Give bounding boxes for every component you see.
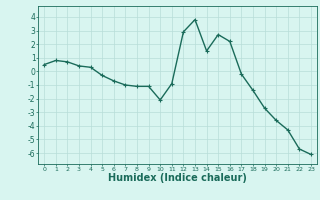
X-axis label: Humidex (Indice chaleur): Humidex (Indice chaleur) xyxy=(108,173,247,183)
